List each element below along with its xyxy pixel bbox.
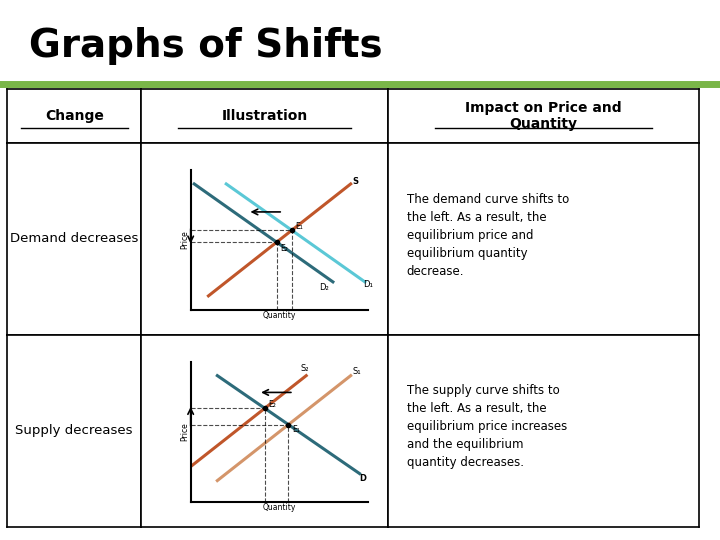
Text: E₂: E₂ xyxy=(269,400,276,409)
Text: E₂: E₂ xyxy=(280,244,288,253)
Y-axis label: Price: Price xyxy=(180,422,189,441)
Text: S₂: S₂ xyxy=(301,364,310,374)
Text: E₁: E₁ xyxy=(295,222,303,231)
Text: S₁: S₁ xyxy=(353,367,361,376)
Text: Illustration: Illustration xyxy=(222,109,308,123)
Text: The supply curve shifts to
the left. As a result, the
equilibrium price increase: The supply curve shifts to the left. As … xyxy=(407,384,567,469)
Text: Supply decreases: Supply decreases xyxy=(16,424,133,437)
Text: D₁: D₁ xyxy=(363,280,373,289)
Text: E₁: E₁ xyxy=(292,424,300,434)
Text: The demand curve shifts to
the left. As a result, the
equilibrium price and
equi: The demand curve shifts to the left. As … xyxy=(407,193,569,278)
Text: Impact on Price and
Quantity: Impact on Price and Quantity xyxy=(465,101,622,131)
Y-axis label: Price: Price xyxy=(180,231,189,249)
Text: Change: Change xyxy=(45,109,104,123)
Text: Graphs of Shifts: Graphs of Shifts xyxy=(29,27,382,65)
Text: Demand decreases: Demand decreases xyxy=(10,232,138,246)
Text: D: D xyxy=(359,474,366,483)
Text: D₂: D₂ xyxy=(319,284,328,292)
Text: S: S xyxy=(353,177,359,186)
X-axis label: Quantity: Quantity xyxy=(263,503,296,512)
X-axis label: Quantity: Quantity xyxy=(263,311,296,320)
